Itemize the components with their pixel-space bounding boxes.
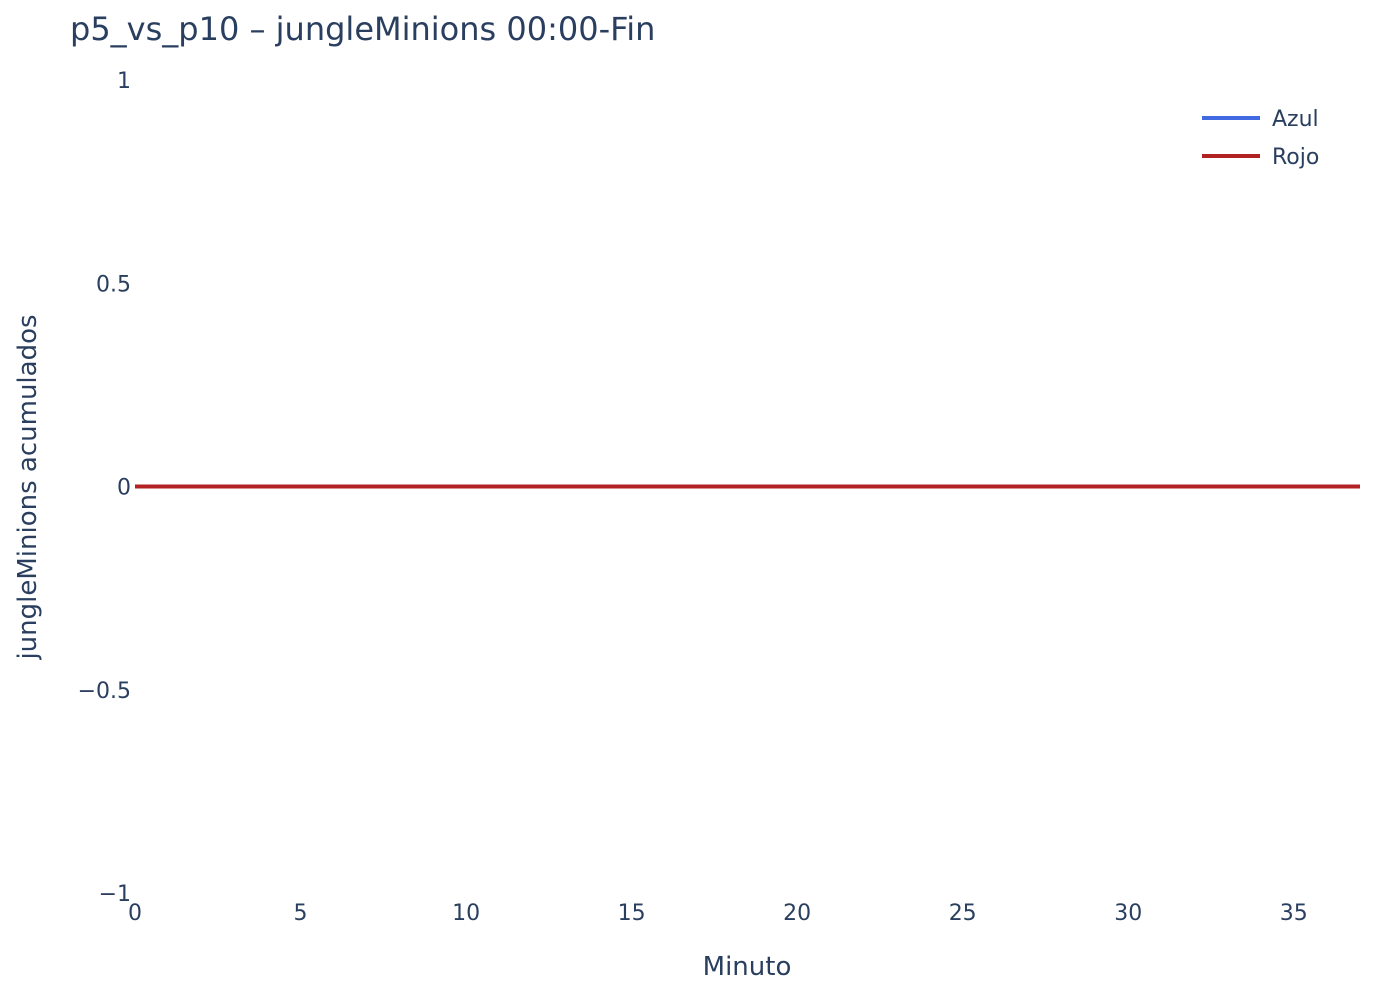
legend-item-azul[interactable]: Azul (1202, 107, 1319, 132)
x-tick-label: 30 (1114, 901, 1142, 926)
legend[interactable]: Azul Rojo (1202, 107, 1319, 170)
legend-label: Rojo (1272, 145, 1319, 170)
x-tick-label: 10 (452, 901, 480, 926)
legend-label: Azul (1272, 107, 1319, 132)
x-tick-label: 25 (949, 901, 977, 926)
legend-item-rojo[interactable]: Rojo (1202, 145, 1319, 170)
y-tick-label: 0 (117, 476, 131, 501)
x-axis-ticks: 0 5 10 15 20 25 30 35 (128, 901, 1308, 926)
y-tick-label: −1 (99, 882, 131, 907)
y-tick-label: 0.5 (96, 272, 131, 297)
x-tick-label: 20 (783, 901, 811, 926)
x-axis-title: Minuto (703, 952, 792, 982)
x-tick-label: 15 (618, 901, 646, 926)
chart-title: p5_vs_p10 – jungleMinions 00:00-Fin (70, 10, 655, 48)
x-tick-label: 0 (128, 901, 142, 926)
y-axis-ticks: 1 0.5 0 −0.5 −1 (78, 69, 131, 907)
y-tick-label: −0.5 (78, 679, 131, 704)
y-axis-title: jungleMinions acumulados (13, 314, 43, 660)
x-tick-label: 5 (294, 901, 308, 926)
y-tick-label: 1 (117, 69, 131, 94)
x-tick-label: 35 (1280, 901, 1308, 926)
